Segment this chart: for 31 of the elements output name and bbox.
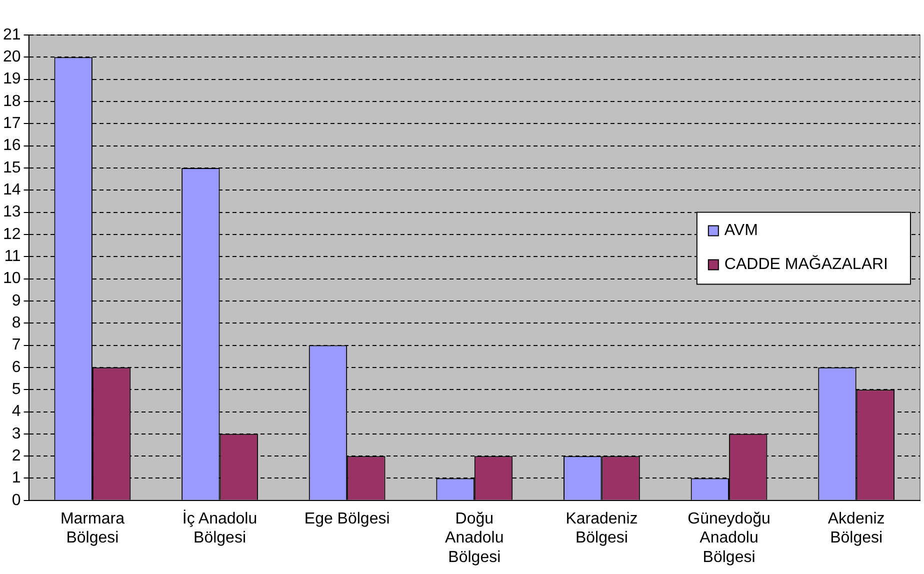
y-tick-label: 10 bbox=[3, 270, 21, 288]
y-tick-label: 11 bbox=[4, 248, 21, 266]
y-tick-label: 12 bbox=[3, 226, 21, 243]
y-tick-label: 9 bbox=[12, 292, 21, 310]
y-tick-label: 7 bbox=[12, 336, 21, 354]
y-tick-label: 4 bbox=[12, 403, 21, 420]
x-tick-label: Ege Bölgesi bbox=[304, 510, 390, 528]
x-tick-label: Karadeniz Bölgesi bbox=[566, 510, 638, 547]
legend-label: AVM bbox=[724, 222, 758, 240]
y-tick-label: 20 bbox=[3, 48, 21, 66]
y-tick-label: 14 bbox=[3, 182, 21, 199]
y-tick-label: 6 bbox=[12, 358, 21, 376]
x-tick-label: Doğu Anadolu Bölgesi bbox=[445, 510, 504, 566]
y-tick-label: 18 bbox=[3, 92, 21, 110]
y-tick-label: 17 bbox=[3, 115, 21, 132]
x-tick-label: Akdeniz Bölgesi bbox=[828, 510, 885, 547]
x-tick-label: Güneydoğu Anadolu Bölgesi bbox=[688, 510, 770, 566]
legend-label: CADDE MAĞAZALARI bbox=[724, 255, 888, 274]
y-tick-label: 19 bbox=[3, 70, 21, 88]
x-tick-label: İç Anadolu Bölgesi bbox=[182, 509, 258, 547]
y-tick-label: 15 bbox=[3, 159, 21, 176]
y-tick-label: 0 bbox=[12, 492, 21, 509]
y-tick-label: 2 bbox=[12, 447, 21, 464]
x-tick-label: Marmara Bölgesi bbox=[60, 510, 125, 547]
y-tick-label: 8 bbox=[12, 314, 21, 332]
y-tick-label: 16 bbox=[3, 137, 21, 154]
y-tick-label: 1 bbox=[12, 470, 21, 487]
y-tick-label: 13 bbox=[3, 204, 21, 221]
y-tick-label: 3 bbox=[12, 425, 21, 442]
y-tick-label: 5 bbox=[12, 380, 21, 398]
y-tick-label: 21 bbox=[3, 26, 21, 44]
